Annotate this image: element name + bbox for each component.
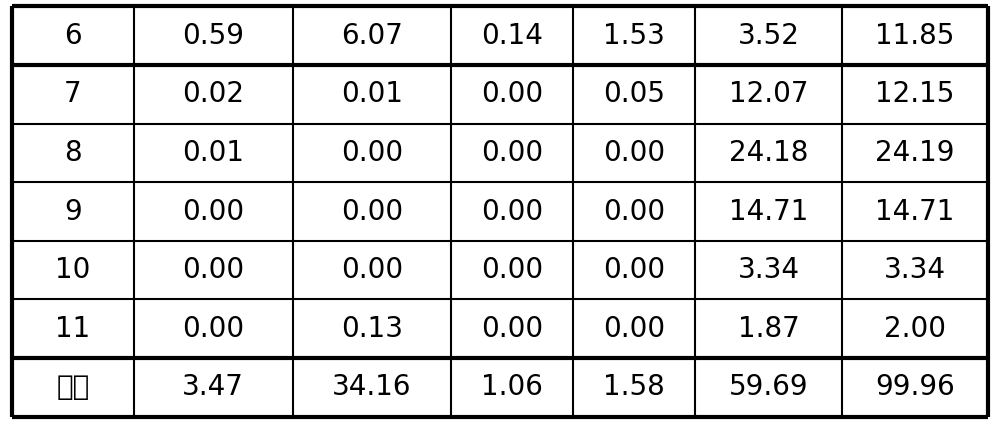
Text: 24.19: 24.19	[875, 139, 955, 167]
Text: 0.59: 0.59	[182, 22, 244, 49]
Text: 12.15: 12.15	[875, 80, 954, 108]
Text: 6.07: 6.07	[341, 22, 403, 49]
Text: 10: 10	[55, 256, 91, 284]
Text: 0.05: 0.05	[603, 80, 665, 108]
Text: 34.16: 34.16	[332, 374, 412, 401]
Text: 0.00: 0.00	[341, 139, 403, 167]
Text: 14.71: 14.71	[875, 198, 954, 225]
Text: 1.58: 1.58	[603, 374, 665, 401]
Text: 2.00: 2.00	[884, 315, 946, 343]
Text: 0.13: 0.13	[341, 315, 403, 343]
Text: 1.53: 1.53	[603, 22, 665, 49]
Text: 24.18: 24.18	[729, 139, 808, 167]
Text: 0.00: 0.00	[603, 315, 665, 343]
Text: 0.00: 0.00	[341, 198, 403, 225]
Text: 0.00: 0.00	[182, 256, 244, 284]
Text: 0.00: 0.00	[603, 139, 665, 167]
Text: 8: 8	[64, 139, 82, 167]
Text: 99.96: 99.96	[875, 374, 955, 401]
Text: 0.00: 0.00	[341, 256, 403, 284]
Text: 6: 6	[64, 22, 82, 49]
Text: 12.07: 12.07	[729, 80, 808, 108]
Text: 3.34: 3.34	[884, 256, 946, 284]
Text: 59.69: 59.69	[729, 374, 808, 401]
Text: 0.00: 0.00	[603, 256, 665, 284]
Text: 3.47: 3.47	[182, 374, 244, 401]
Text: 0.00: 0.00	[481, 315, 543, 343]
Text: 0.14: 0.14	[481, 22, 543, 49]
Text: 1.06: 1.06	[481, 374, 543, 401]
Text: 11.85: 11.85	[875, 22, 954, 49]
Text: 1.87: 1.87	[738, 315, 799, 343]
Text: 14.71: 14.71	[729, 198, 808, 225]
Text: 0.00: 0.00	[182, 315, 244, 343]
Text: 3.52: 3.52	[737, 22, 799, 49]
Text: 0.01: 0.01	[341, 80, 403, 108]
Text: 0.00: 0.00	[481, 80, 543, 108]
Text: 合计: 合计	[56, 374, 90, 401]
Text: 3.34: 3.34	[737, 256, 799, 284]
Text: 0.00: 0.00	[182, 198, 244, 225]
Text: 0.00: 0.00	[481, 198, 543, 225]
Text: 9: 9	[64, 198, 82, 225]
Text: 0.00: 0.00	[481, 139, 543, 167]
Text: 0.00: 0.00	[481, 256, 543, 284]
Text: 0.01: 0.01	[182, 139, 244, 167]
Text: 7: 7	[64, 80, 82, 108]
Text: 11: 11	[55, 315, 91, 343]
Text: 0.00: 0.00	[603, 198, 665, 225]
Text: 0.02: 0.02	[182, 80, 244, 108]
